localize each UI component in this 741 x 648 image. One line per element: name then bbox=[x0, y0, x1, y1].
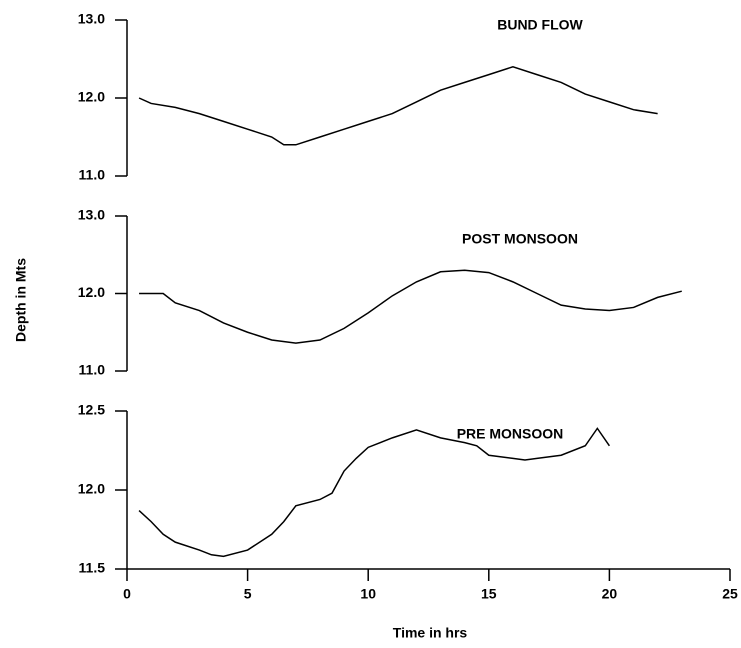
y-axis-label: Depth in Mts bbox=[13, 258, 29, 342]
x-axis-label: Time in hrs bbox=[393, 625, 468, 641]
panel-title: PRE MONSOON bbox=[457, 426, 564, 442]
y-tick-label: 11.0 bbox=[79, 362, 106, 378]
data-line bbox=[138, 427, 611, 558]
y-tick-label: 12.5 bbox=[78, 402, 105, 418]
y-tick-label: 12.0 bbox=[78, 284, 105, 300]
x-tick-label: 25 bbox=[722, 586, 738, 602]
y-tick-label: 13.0 bbox=[78, 207, 105, 223]
x-tick-label: 5 bbox=[244, 586, 252, 602]
x-tick-label: 10 bbox=[360, 586, 376, 602]
y-tick-label: 11.5 bbox=[79, 560, 106, 576]
y-tick-label: 12.0 bbox=[78, 481, 105, 497]
data-line bbox=[139, 269, 682, 344]
x-tick-label: 15 bbox=[481, 586, 497, 602]
y-tick-label: 11.0 bbox=[79, 167, 106, 183]
panel-title: BUND FLOW bbox=[497, 17, 583, 33]
y-tick-label: 12.0 bbox=[78, 89, 105, 105]
panel-title: POST MONSOON bbox=[462, 231, 578, 247]
y-tick-label: 13.0 bbox=[78, 11, 105, 27]
x-tick-label: 20 bbox=[602, 586, 618, 602]
x-tick-label: 0 bbox=[123, 586, 131, 602]
data-line bbox=[138, 66, 658, 146]
